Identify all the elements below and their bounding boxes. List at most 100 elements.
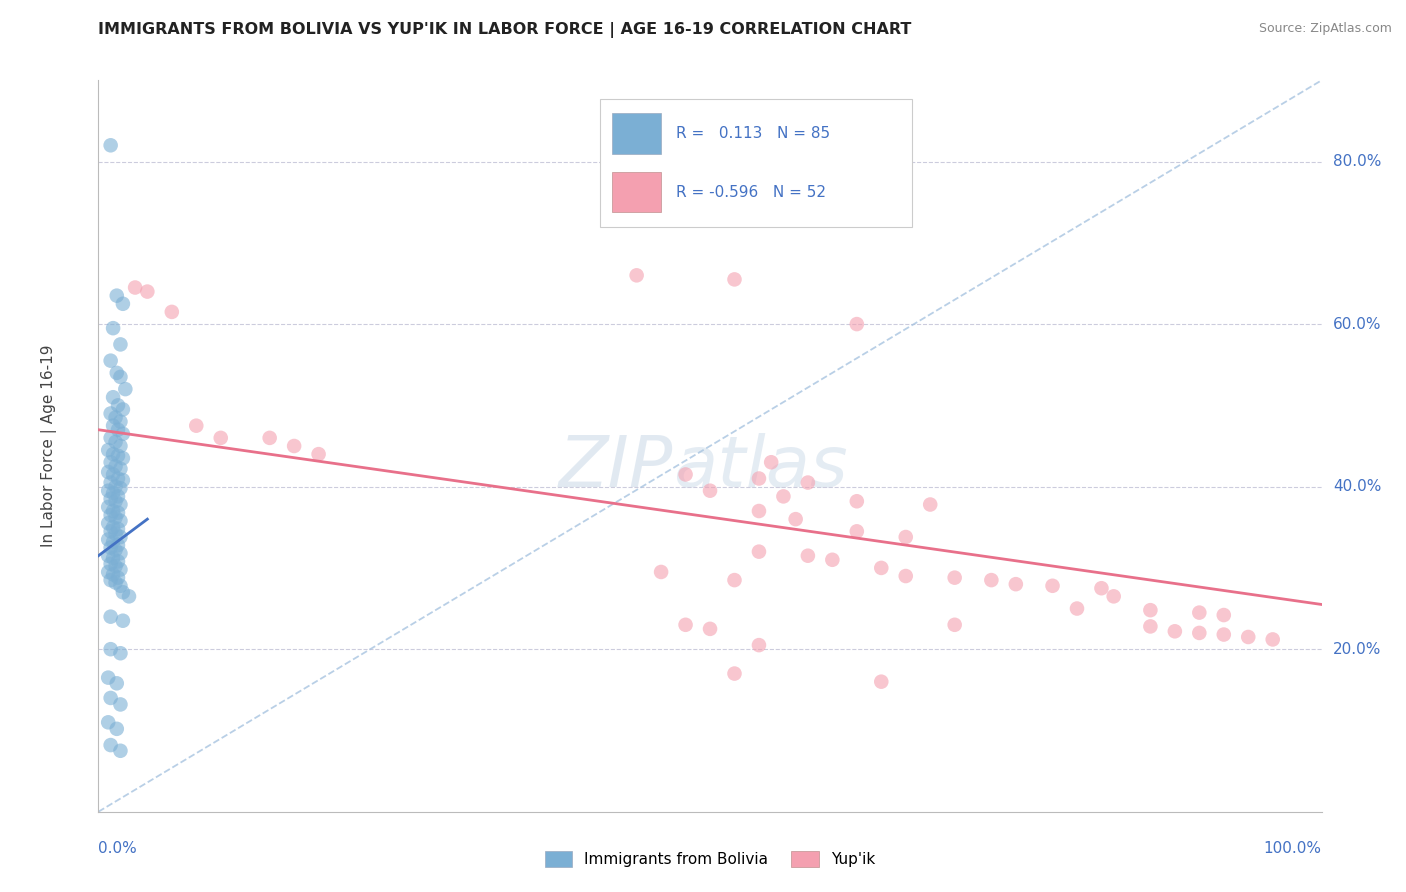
Bar xyxy=(612,171,661,212)
Point xyxy=(110,462,132,476)
Point xyxy=(110,370,132,384)
Point xyxy=(107,489,129,503)
Point xyxy=(107,471,129,485)
Point xyxy=(97,533,120,547)
Point xyxy=(894,530,917,544)
Point xyxy=(110,744,132,758)
Text: 80.0%: 80.0% xyxy=(1333,154,1381,169)
Point xyxy=(699,483,721,498)
Point xyxy=(104,434,127,449)
Legend: Immigrants from Bolivia, Yup'ik: Immigrants from Bolivia, Yup'ik xyxy=(538,846,882,873)
Point xyxy=(97,500,120,514)
Point xyxy=(107,538,129,552)
Point xyxy=(100,738,122,752)
Point xyxy=(845,494,868,508)
Text: 20.0%: 20.0% xyxy=(1333,641,1381,657)
Text: 0.0%: 0.0% xyxy=(98,841,138,856)
Point xyxy=(100,138,122,153)
Point xyxy=(943,617,966,632)
Point xyxy=(100,431,122,445)
Point xyxy=(1090,581,1112,595)
Point xyxy=(110,498,132,512)
Point xyxy=(1164,624,1187,639)
Point xyxy=(104,510,127,524)
Point xyxy=(97,565,120,579)
Text: 100.0%: 100.0% xyxy=(1264,841,1322,856)
Point xyxy=(186,418,208,433)
Point xyxy=(894,569,917,583)
Point xyxy=(1139,619,1161,633)
Point xyxy=(101,390,124,404)
Point xyxy=(675,617,697,632)
Point xyxy=(110,562,132,576)
Point xyxy=(110,579,132,593)
Text: Source: ZipAtlas.com: Source: ZipAtlas.com xyxy=(1258,22,1392,36)
Point xyxy=(1139,603,1161,617)
Point xyxy=(1212,627,1234,641)
Point xyxy=(105,288,128,302)
Point xyxy=(160,305,183,319)
Point xyxy=(100,407,122,421)
Point xyxy=(104,480,127,494)
Bar xyxy=(612,112,661,153)
Point xyxy=(259,431,281,445)
Point xyxy=(110,337,132,351)
Point xyxy=(104,543,127,558)
Point xyxy=(723,666,745,681)
Text: atlas: atlas xyxy=(673,434,848,502)
Point xyxy=(136,285,159,299)
Point xyxy=(748,638,770,652)
Point xyxy=(110,698,132,712)
Point xyxy=(100,508,122,522)
Point xyxy=(100,557,122,571)
Point xyxy=(107,522,129,536)
Point xyxy=(107,571,129,585)
Point xyxy=(100,475,122,490)
Point xyxy=(105,722,128,736)
Point xyxy=(1212,608,1234,623)
FancyBboxPatch shape xyxy=(600,99,912,227)
Point xyxy=(797,475,820,490)
Point xyxy=(748,544,770,558)
Point xyxy=(101,551,124,566)
Point xyxy=(761,455,783,469)
Point xyxy=(101,321,124,335)
Point xyxy=(283,439,305,453)
Point xyxy=(110,530,132,544)
Point xyxy=(124,280,146,294)
Point xyxy=(1188,626,1211,640)
Point xyxy=(980,573,1002,587)
Point xyxy=(1237,630,1260,644)
Point xyxy=(845,524,868,539)
Point xyxy=(100,455,122,469)
Point xyxy=(97,549,120,563)
Point xyxy=(111,426,134,441)
Point xyxy=(723,272,745,286)
Point xyxy=(100,573,122,587)
Text: 40.0%: 40.0% xyxy=(1333,479,1381,494)
Point xyxy=(97,443,120,458)
Point xyxy=(97,671,120,685)
Point xyxy=(748,504,770,518)
Point xyxy=(100,541,122,555)
Point xyxy=(114,382,136,396)
Point xyxy=(308,447,330,461)
Point xyxy=(97,715,120,730)
Point xyxy=(107,423,129,437)
Point xyxy=(1102,590,1125,604)
Point xyxy=(105,676,128,690)
Point xyxy=(699,622,721,636)
Point xyxy=(100,690,122,705)
Point xyxy=(111,473,134,487)
Point xyxy=(97,483,120,498)
Point xyxy=(97,516,120,531)
Point xyxy=(845,317,868,331)
Text: R = -0.596   N = 52: R = -0.596 N = 52 xyxy=(676,185,825,200)
Point xyxy=(209,431,232,445)
Point xyxy=(100,353,122,368)
Point xyxy=(118,590,141,604)
Point xyxy=(785,512,807,526)
Point xyxy=(101,486,124,500)
Point xyxy=(723,573,745,587)
Point xyxy=(100,609,122,624)
